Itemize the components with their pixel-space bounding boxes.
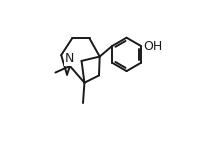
Text: N: N <box>65 52 74 65</box>
Text: OH: OH <box>143 40 162 53</box>
